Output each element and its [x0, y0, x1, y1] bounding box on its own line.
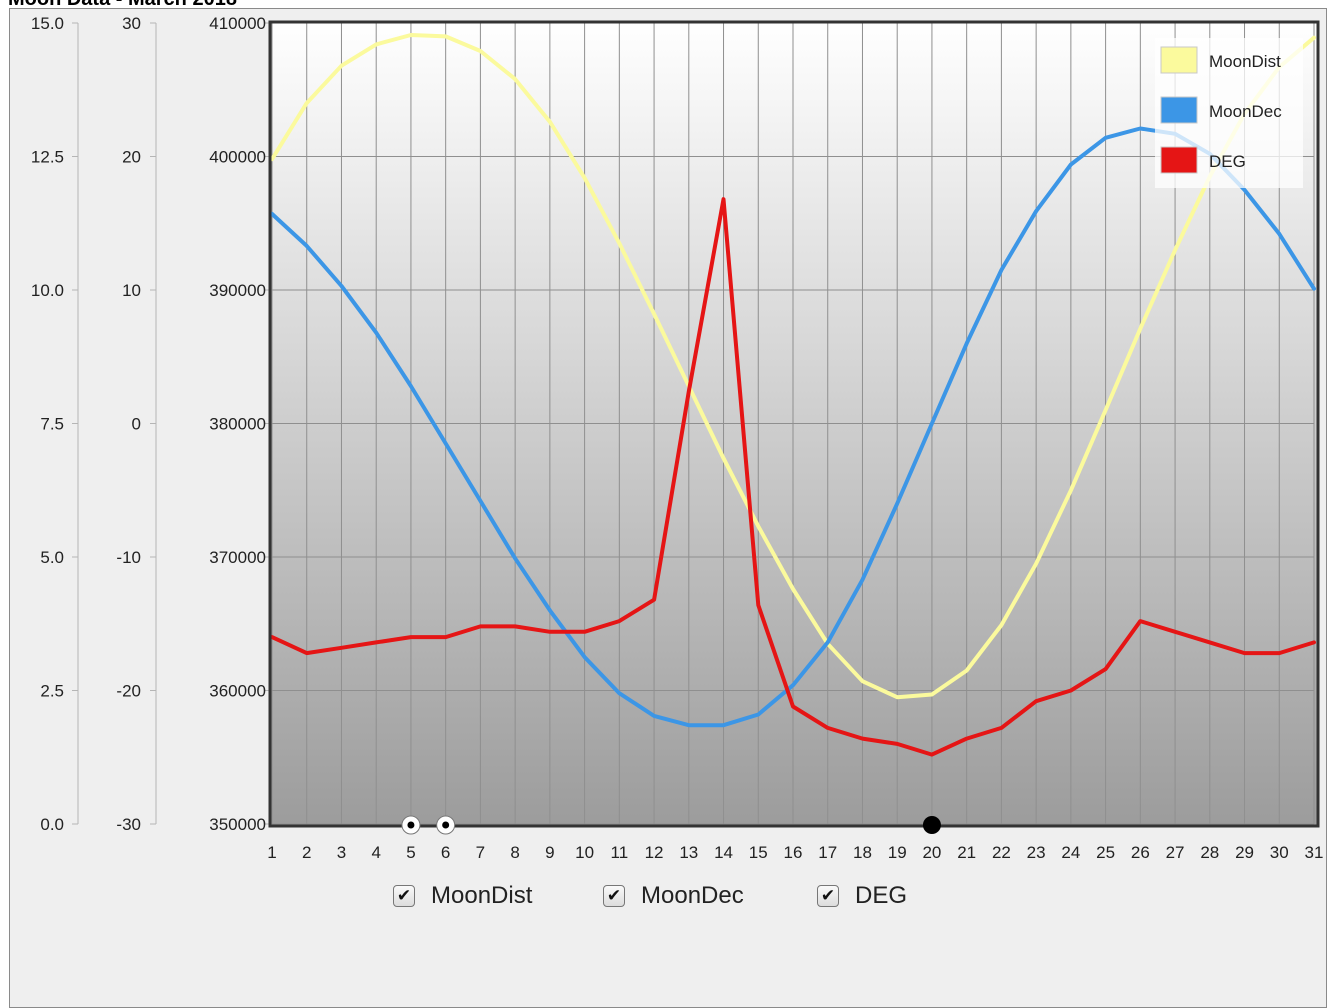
dec-axis-tick-label: 30 — [122, 14, 141, 33]
markers-group — [401, 815, 941, 835]
filled-marker[interactable] — [922, 816, 941, 834]
x-tick-label: 14 — [714, 843, 733, 862]
x-tick-label: 27 — [1166, 843, 1185, 862]
hollow-marker-dot — [442, 821, 450, 829]
chart-title: Moon Data - March 2018 — [8, 0, 237, 11]
x-tick-label: 12 — [645, 843, 664, 862]
x-tick-label: 9 — [545, 843, 554, 862]
x-tick-label: 25 — [1096, 843, 1115, 862]
toggle-moondist[interactable]: ✔ MoonDist — [393, 882, 532, 910]
x-tick-label: 3 — [337, 843, 346, 862]
dec-axis-tick-label: 10 — [122, 281, 141, 300]
deg-axis-tick-label: 12.5 — [31, 148, 64, 167]
dec-axis-tick-label: -20 — [116, 682, 141, 701]
dec-axis-tick-label: -10 — [116, 548, 141, 567]
legend-label-moondist: MoonDist — [1209, 52, 1281, 71]
dec-axis-tick-label: 0 — [132, 415, 141, 434]
x-tick-label: 17 — [818, 843, 837, 862]
x-tick-label: 1 — [267, 843, 276, 862]
x-tick-label: 21 — [957, 843, 976, 862]
plot-border — [268, 20, 1320, 828]
x-tick-label: 26 — [1131, 843, 1150, 862]
x-tick-label: 4 — [371, 843, 380, 862]
hollow-marker-dot — [407, 821, 415, 829]
x-tick-label: 24 — [1061, 843, 1080, 862]
x-tick-label: 28 — [1200, 843, 1219, 862]
x-tick-label: 29 — [1235, 843, 1254, 862]
series-group — [271, 33, 1316, 757]
dist-axis-tick-label: 350000 — [209, 815, 266, 834]
series-line-moondec — [271, 126, 1316, 728]
legend-swatch-deg — [1160, 146, 1198, 174]
series-toggles: ✔ MoonDist ✔ MoonDec ✔ DEG — [0, 882, 1336, 922]
series-line-moondist — [271, 33, 1316, 700]
x-tick-label: 6 — [441, 843, 450, 862]
x-tick-label: 16 — [784, 843, 803, 862]
deg-axis-tick-label: 0.0 — [40, 815, 64, 834]
x-tick-label: 2 — [302, 843, 311, 862]
moondist-toggle-label: MoonDist — [431, 882, 533, 909]
deg-axis-tick-label: 15.0 — [31, 14, 64, 33]
moondist-checkbox[interactable]: ✔ — [393, 885, 415, 907]
x-tick-label: 23 — [1027, 843, 1046, 862]
dist-axis-tick-label: 400000 — [209, 148, 266, 167]
x-tick-label: 11 — [611, 843, 629, 862]
x-tick-label: 10 — [575, 843, 594, 862]
x-tick-label: 5 — [406, 843, 415, 862]
moondec-checkbox[interactable]: ✔ — [603, 885, 625, 907]
deg-axis-tick-label: 7.5 — [40, 415, 64, 434]
deg-toggle-label: DEG — [855, 882, 908, 909]
x-tick-label: 30 — [1270, 843, 1289, 862]
x-tick-label: 22 — [992, 843, 1011, 862]
dec-axis-tick-label: 20 — [122, 148, 141, 167]
toggle-moondec[interactable]: ✔ MoonDec — [603, 882, 744, 910]
dist-axis-tick-label: 370000 — [209, 548, 266, 567]
legend-swatch-moondec — [1160, 96, 1198, 124]
x-tick-label: 20 — [922, 843, 941, 862]
x-tick-label: 13 — [679, 843, 698, 862]
deg-axis-tick-label: 2.5 — [40, 682, 64, 701]
dist-axis-tick-label: 360000 — [209, 682, 266, 701]
legend-label-deg: DEG — [1209, 152, 1246, 171]
dist-axis-tick-label: 390000 — [209, 281, 266, 300]
dec-axis-tick-label: -30 — [116, 815, 141, 834]
legend-swatch-moondist — [1160, 46, 1198, 74]
series-line-deg — [271, 197, 1316, 757]
x-tick-label: 8 — [510, 843, 519, 862]
moondec-toggle-label: MoonDec — [641, 882, 744, 909]
x-tick-label: 7 — [476, 843, 485, 862]
legend-label-moondec: MoonDec — [1209, 102, 1282, 121]
deg-axis-tick-label: 10.0 — [31, 281, 64, 300]
x-tick-label: 31 — [1305, 843, 1324, 862]
x-tick-label: 19 — [888, 843, 907, 862]
dist-axis-tick-label: 380000 — [209, 415, 266, 434]
deg-checkbox[interactable]: ✔ — [817, 885, 839, 907]
x-tick-label: 15 — [749, 843, 768, 862]
toggle-deg[interactable]: ✔ DEG — [817, 882, 907, 910]
legend: MoonDist MoonDec DEG — [1155, 38, 1303, 188]
x-tick-label: 18 — [853, 843, 872, 862]
dist-axis-tick-label: 410000 — [209, 14, 266, 33]
deg-axis-tick-label: 5.0 — [40, 548, 64, 567]
